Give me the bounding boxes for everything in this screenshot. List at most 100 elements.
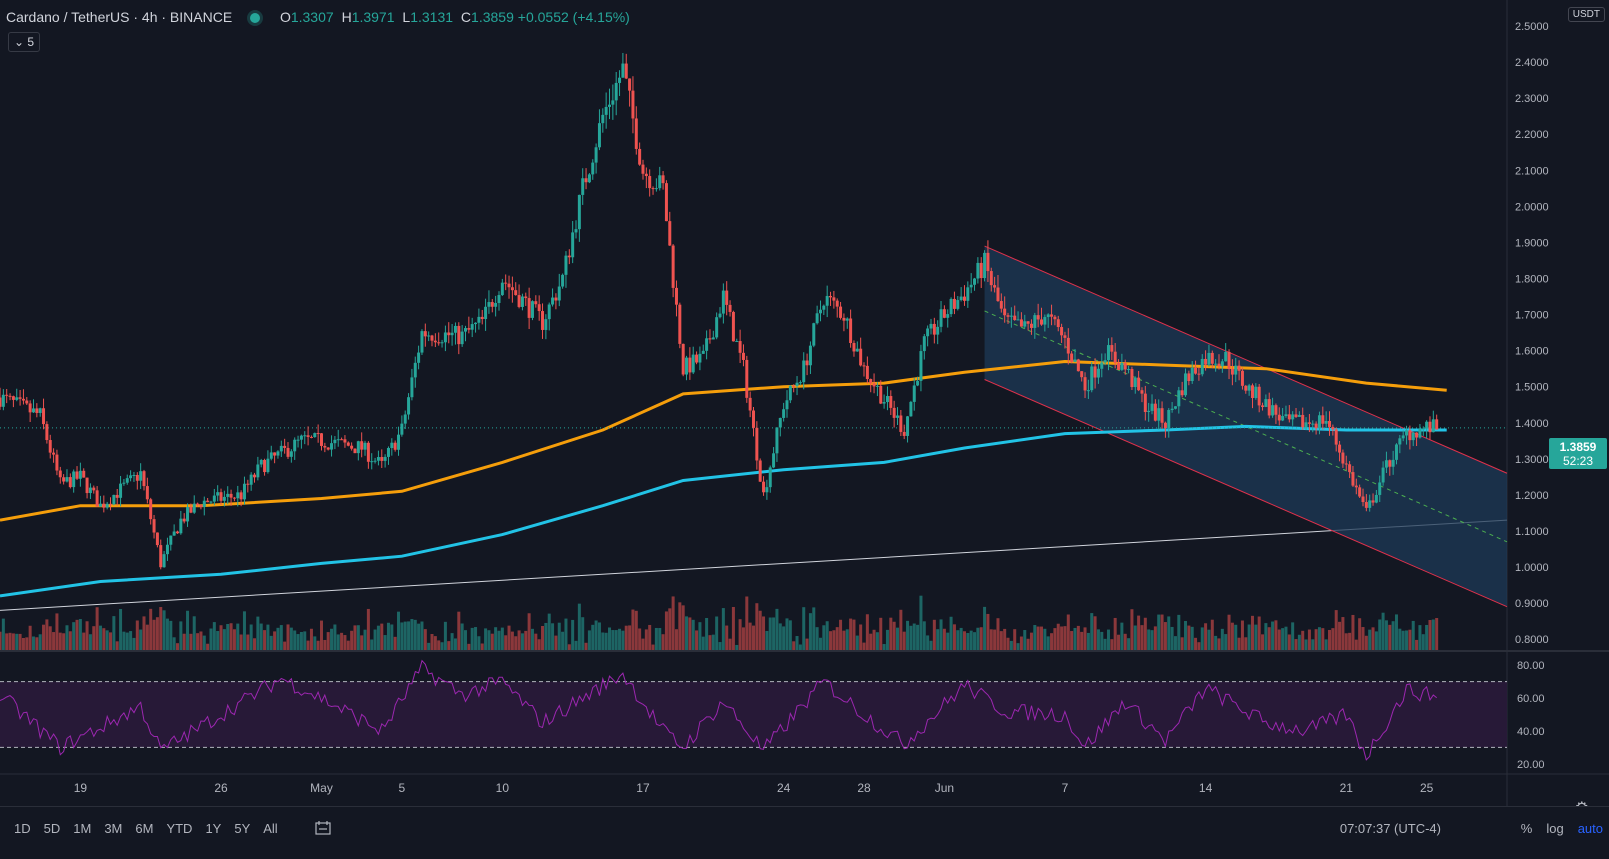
volume-bar <box>55 613 59 650</box>
candle-body <box>1374 494 1378 503</box>
candle-body <box>591 162 595 175</box>
candle-body <box>728 304 732 312</box>
volume-bar <box>1056 623 1060 650</box>
log-scale-button[interactable]: log <box>1546 821 1564 836</box>
time-tick-label: 17 <box>636 781 650 795</box>
candle-body <box>597 123 601 148</box>
candle-body <box>711 337 715 340</box>
time-tick-label: 25 <box>1420 781 1434 795</box>
volume-bar <box>557 622 561 650</box>
candle-body <box>303 435 307 437</box>
volume-bar <box>149 608 153 650</box>
volume-bar <box>601 632 605 650</box>
range-6m-button[interactable]: 6M <box>135 821 154 836</box>
candle-body <box>1314 423 1318 429</box>
candle-body <box>932 323 936 335</box>
candle-body <box>1167 409 1171 429</box>
volume-bar <box>500 627 504 650</box>
volume-bar <box>822 625 826 650</box>
candle-body <box>132 474 136 476</box>
range-ytd-button[interactable]: YTD <box>166 821 193 836</box>
volume-bar <box>1076 625 1080 650</box>
volume-bar <box>792 641 796 650</box>
candle-body <box>28 403 32 413</box>
candle-body <box>909 401 913 417</box>
volume-bar <box>959 627 963 650</box>
volume-bar <box>855 635 859 650</box>
volume-bar <box>695 630 699 650</box>
volume-bar <box>1227 614 1231 650</box>
candle-body <box>772 453 776 468</box>
volume-bar <box>400 622 404 650</box>
candle-body <box>149 499 153 520</box>
range-all-button[interactable]: All <box>263 821 278 836</box>
price-tick-label: 1.2000 <box>1515 490 1549 502</box>
volume-bar <box>132 637 136 650</box>
volume-bar <box>1194 637 1198 650</box>
market-status-icon <box>250 13 261 23</box>
currency-button[interactable]: USDT <box>1567 7 1605 22</box>
candle-body <box>748 397 752 411</box>
percent-scale-button[interactable]: % <box>1520 821 1533 836</box>
range-5d-button[interactable]: 5D <box>43 821 61 836</box>
candle-body <box>829 295 833 298</box>
volume-bar <box>1405 630 1409 650</box>
volume-bar <box>849 618 853 650</box>
range-1y-button[interactable]: 1Y <box>205 821 222 836</box>
candle-body <box>976 262 980 279</box>
volume-bar <box>966 633 970 650</box>
candle-body <box>306 435 310 437</box>
auto-scale-button[interactable]: auto <box>1577 821 1603 836</box>
candle-body <box>1220 361 1224 367</box>
volume-bar <box>336 634 340 650</box>
volume-bar <box>152 619 156 650</box>
volume-bar <box>1421 634 1425 650</box>
candle-body <box>939 309 943 327</box>
candle-body <box>82 470 86 478</box>
range-5y-button[interactable]: 5Y <box>234 821 251 836</box>
indicators-toggle-button[interactable]: ⌄ 5 <box>8 32 41 52</box>
price-tick-label: 2.2000 <box>1515 129 1549 141</box>
candle-body <box>661 175 665 184</box>
volume-bar <box>397 611 401 650</box>
candle-body <box>554 297 558 301</box>
volume-bar <box>1117 634 1121 650</box>
volume-bar <box>390 624 394 650</box>
candle-body <box>691 354 695 373</box>
rsi-band <box>0 681 1507 748</box>
candle-body <box>561 274 565 287</box>
candle-body <box>256 464 260 478</box>
volume-bar <box>544 622 548 650</box>
candle-body <box>1297 414 1301 417</box>
candle-body <box>1177 390 1181 407</box>
candle-body <box>1351 472 1355 486</box>
candle-body <box>343 439 347 443</box>
range-1d-button[interactable]: 1D <box>14 821 31 836</box>
candle-body <box>38 408 42 413</box>
volume-bar <box>0 631 2 650</box>
volume-bar <box>1344 633 1348 650</box>
date-range-icon[interactable] <box>315 821 331 835</box>
volume-bar <box>661 634 665 650</box>
volume-bar <box>514 636 518 650</box>
volume-bar <box>1261 634 1265 650</box>
candle-body <box>1173 406 1177 409</box>
candle-body <box>530 301 534 318</box>
volume-bar <box>644 629 648 650</box>
volume-bar <box>470 627 474 650</box>
range-3m-button[interactable]: 3M <box>104 821 123 836</box>
clock[interactable]: 07:07:37 (UTC-4) <box>1339 821 1441 836</box>
volume-bar <box>691 619 695 650</box>
volume-bar <box>1291 622 1295 650</box>
candle-body <box>1053 316 1057 320</box>
volume-bar <box>407 621 411 650</box>
range-1m-button[interactable]: 1M <box>73 821 92 836</box>
symbol-title[interactable]: Cardano / TetherUS · 4h · BINANCE <box>6 9 233 25</box>
candle-body <box>35 408 39 413</box>
volume-bar <box>299 631 303 650</box>
candle-body <box>125 478 129 483</box>
volume-bar <box>125 632 129 650</box>
volume-bar <box>715 616 719 650</box>
candle-body <box>216 492 220 496</box>
